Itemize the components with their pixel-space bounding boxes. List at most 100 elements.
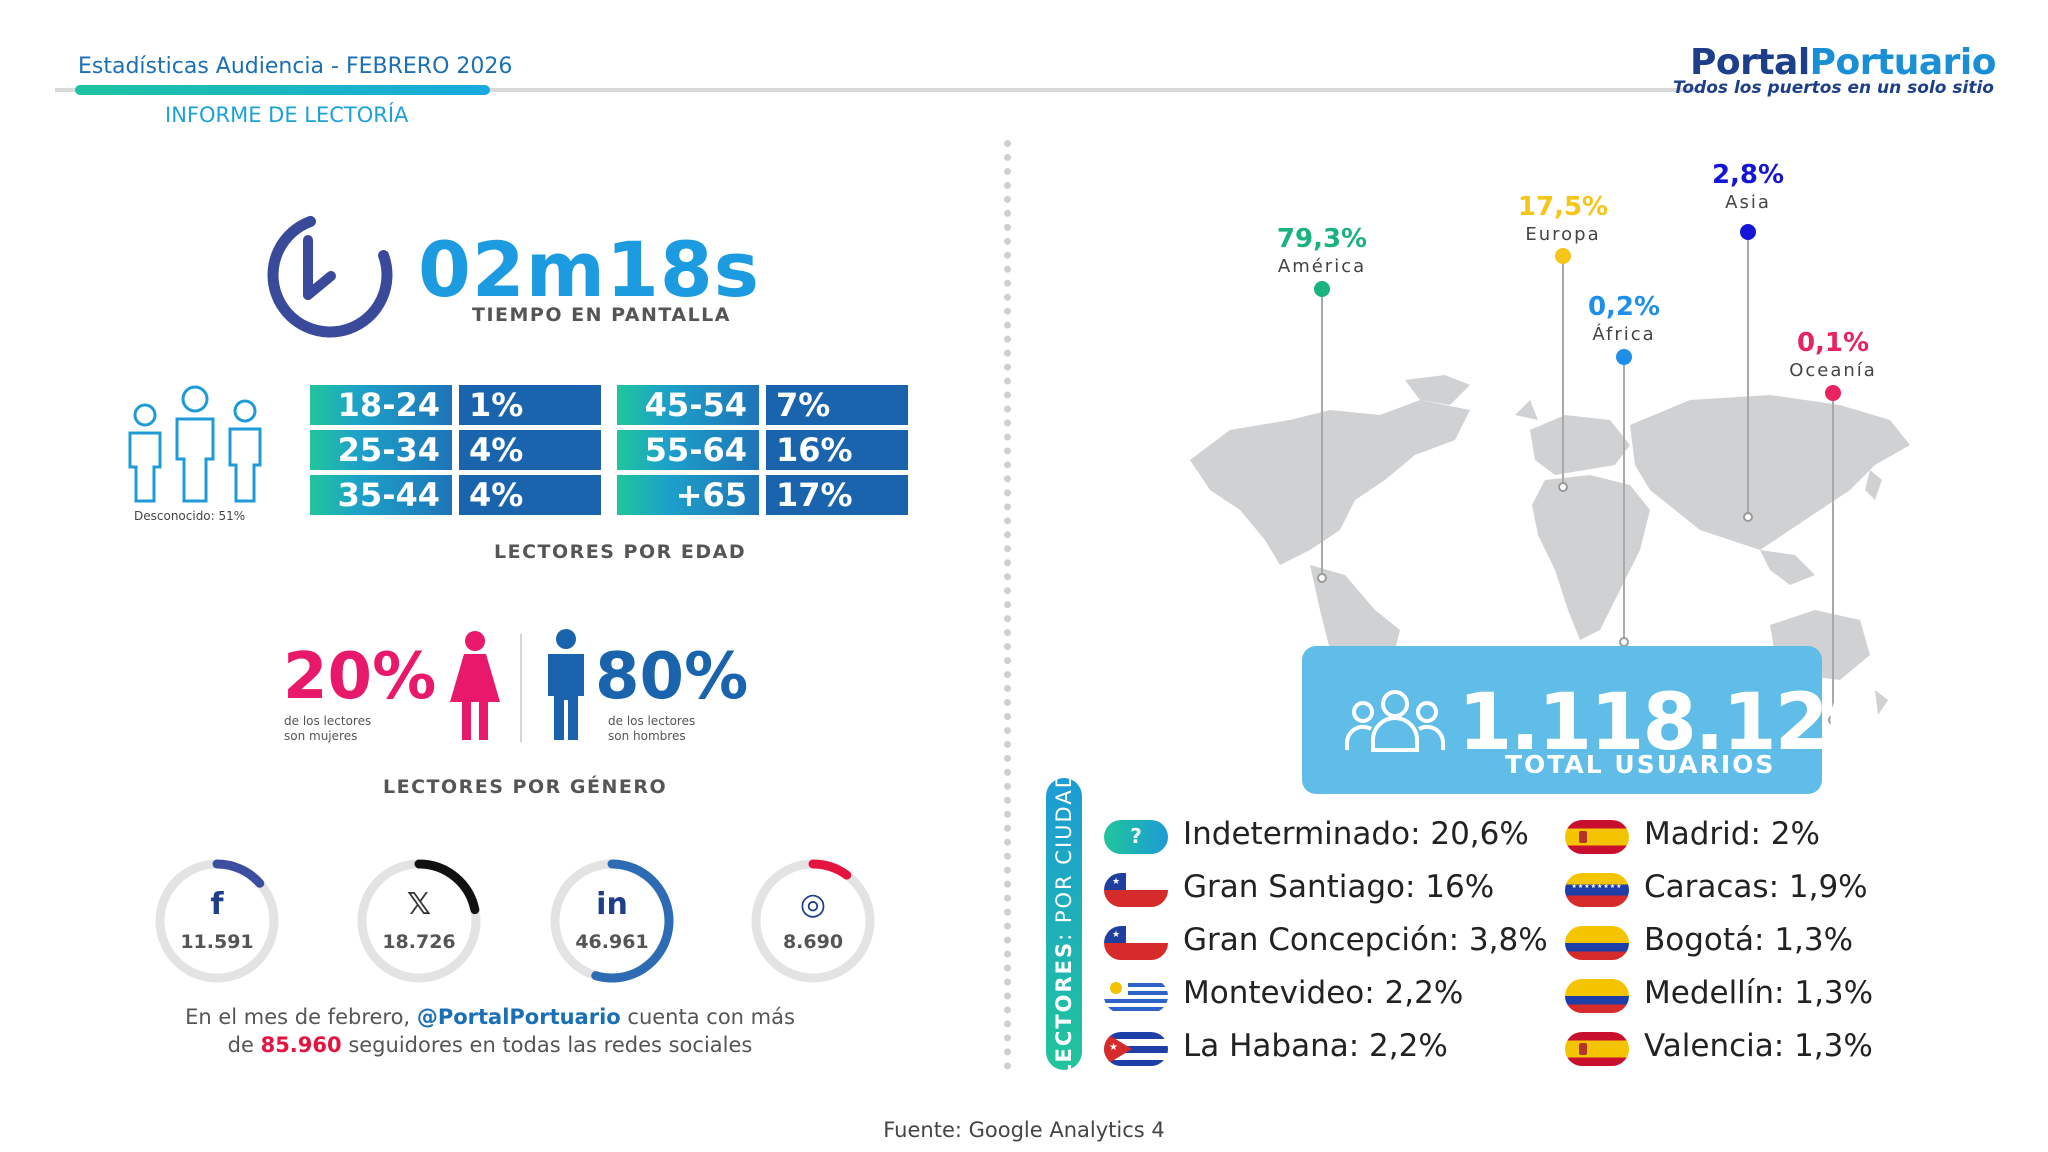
linkedin-icon[interactable]: in bbox=[596, 887, 628, 922]
continent-leader-line bbox=[1832, 393, 1834, 720]
age-pct-cell: 7% bbox=[766, 385, 908, 425]
gender-section-label: LECTORES POR GÉNERO bbox=[383, 776, 668, 798]
instagram-icon[interactable]: ◎ bbox=[799, 887, 827, 922]
continent-name: África bbox=[1592, 324, 1656, 345]
continent-location-pin bbox=[1317, 573, 1327, 583]
continent-pct: 0,2% bbox=[1587, 292, 1661, 322]
continent-leader-line bbox=[1562, 256, 1564, 487]
continent-name: Oceanía bbox=[1789, 360, 1877, 381]
summary-text-de: de bbox=[227, 1033, 254, 1057]
report-title: Estadísticas Audiencia - FEBRERO 2026 bbox=[78, 54, 513, 79]
continent-location-pin bbox=[1558, 482, 1568, 492]
social-ring-chart bbox=[751, 859, 875, 983]
users-group-icon bbox=[1345, 690, 1445, 752]
age-pct-cell: 4% bbox=[459, 475, 601, 515]
cities-label-text: LECTORES: POR CIUDAD bbox=[1052, 770, 1076, 1078]
social-followers-value: 11.591 bbox=[180, 931, 254, 953]
spain-flag-icon bbox=[1565, 820, 1629, 854]
total-users-value: 1.118.120 bbox=[1458, 678, 1881, 768]
facebook-icon[interactable]: f bbox=[210, 887, 224, 922]
continent-pct: 0,1% bbox=[1796, 328, 1870, 358]
colombia-flag-icon bbox=[1565, 979, 1629, 1013]
continent-marker-dot bbox=[1616, 349, 1632, 365]
social-ring-chart bbox=[550, 859, 674, 983]
logo-part-2: Portuario bbox=[1809, 42, 1997, 83]
chile-flag-icon: ★ bbox=[1104, 873, 1168, 907]
age-section-label: LECTORES POR EDAD bbox=[494, 541, 747, 563]
continent-leader-line bbox=[1623, 357, 1625, 642]
clock-icon bbox=[267, 215, 393, 338]
header-rule bbox=[55, 88, 1695, 92]
continent-marker-dot bbox=[1314, 281, 1330, 297]
uruguay-flag-icon bbox=[1104, 979, 1168, 1013]
summary-text-pre: En el mes de febrero, bbox=[185, 1005, 411, 1029]
total-followers: 85.960 bbox=[260, 1033, 342, 1057]
social-ring-x: 𝕏 18.726 bbox=[349, 851, 489, 991]
city-entry: Valencia: 1,3% bbox=[1644, 1028, 1873, 1064]
city-entry: La Habana: 2,2% bbox=[1183, 1028, 1448, 1064]
header-accent-bar bbox=[75, 85, 490, 95]
age-range-cell: +65 bbox=[617, 475, 759, 515]
age-pct-cell: 1% bbox=[459, 385, 601, 425]
continent-location-pin bbox=[1743, 512, 1753, 522]
woman-icon bbox=[450, 631, 500, 740]
portal-portuario-logo: PortalPortuario bbox=[1689, 42, 1997, 83]
age-range-cell: 25-34 bbox=[310, 430, 452, 470]
social-ring-chart bbox=[357, 859, 481, 983]
city-entry: Gran Concepción: 3,8% bbox=[1183, 922, 1548, 958]
ring-share-arc bbox=[212, 859, 265, 888]
women-caption-line2: son mujeres bbox=[284, 729, 358, 743]
summary-text-mid: cuenta con más bbox=[627, 1005, 795, 1029]
continent-location-pin bbox=[1828, 715, 1838, 725]
logo-tagline: Todos los puertos en un solo sitio bbox=[1672, 78, 1994, 98]
continent-marker-dot bbox=[1555, 248, 1571, 264]
unknown-city-badge: ? bbox=[1130, 824, 1142, 848]
continent-marker-dot bbox=[1825, 385, 1841, 401]
men-caption-line1: de los lectores bbox=[608, 714, 696, 728]
women-caption-line1: de los lectores bbox=[284, 714, 372, 728]
social-handle-link[interactable]: @PortalPortuario bbox=[416, 1005, 621, 1029]
age-pct-cell: 4% bbox=[459, 430, 601, 470]
ring-share-arc bbox=[808, 859, 852, 880]
age-range-cell: 45-54 bbox=[617, 385, 759, 425]
men-pct: 80% bbox=[595, 640, 749, 714]
men-caption: de los lectores son hombres bbox=[608, 714, 695, 744]
world-map bbox=[1190, 375, 1910, 730]
screen-time-label: TIEMPO EN PANTALLA bbox=[472, 304, 731, 326]
ring-share-arc bbox=[591, 859, 674, 983]
age-pct-cell: 16% bbox=[766, 430, 908, 470]
man-icon bbox=[548, 629, 584, 740]
continent-pct: 17,5% bbox=[1517, 192, 1609, 222]
city-entry: Bogotá: 1,3% bbox=[1644, 922, 1854, 958]
age-unknown: Desconocido: 51% bbox=[134, 509, 246, 523]
age-range-cell: 18-24 bbox=[310, 385, 452, 425]
city-entry: Indeterminado: 20,6% bbox=[1183, 816, 1529, 852]
summary-text-post: seguidores en todas las redes sociales bbox=[348, 1033, 753, 1057]
continent-name: Europa bbox=[1525, 224, 1601, 245]
continent-marker-dot bbox=[1740, 224, 1756, 240]
social-summary: En el mes de febrero, @PortalPortuario c… bbox=[150, 1003, 830, 1059]
people-icon bbox=[128, 385, 262, 503]
city-entry: Gran Santiago: 16% bbox=[1183, 869, 1495, 905]
age-range-cell: 55-64 bbox=[617, 430, 759, 470]
women-pct: 20% bbox=[283, 640, 437, 714]
cuba-flag-icon: ★ bbox=[1104, 1032, 1168, 1066]
continent-name: Asia bbox=[1725, 192, 1771, 213]
total-users-label: TOTAL USUARIOS bbox=[1505, 750, 1776, 779]
source-footer: Fuente: Google Analytics 4 bbox=[883, 1118, 1165, 1142]
social-followers-value: 8.690 bbox=[782, 931, 844, 953]
gender-divider bbox=[520, 634, 522, 742]
women-caption: de los lectores son mujeres bbox=[284, 714, 371, 744]
age-range-cell: 35-44 bbox=[310, 475, 452, 515]
x-icon[interactable]: 𝕏 bbox=[406, 887, 432, 922]
venezuela-flag-icon: ★★★★★★★★ bbox=[1565, 873, 1629, 907]
cities-label-bold: LECTORES bbox=[1052, 940, 1076, 1078]
logo-part-1: Portal bbox=[1689, 42, 1810, 83]
social-followers-value: 18.726 bbox=[382, 931, 456, 953]
cities-vertical-label bbox=[1046, 778, 1082, 1070]
social-ring-facebook: f 11.591 bbox=[147, 851, 287, 991]
continent-pct: 2,8% bbox=[1711, 160, 1785, 190]
column-divider bbox=[1004, 140, 1011, 1070]
chile-flag-icon: ★ bbox=[1104, 926, 1168, 960]
city-entry: Montevideo: 2,2% bbox=[1183, 975, 1464, 1011]
